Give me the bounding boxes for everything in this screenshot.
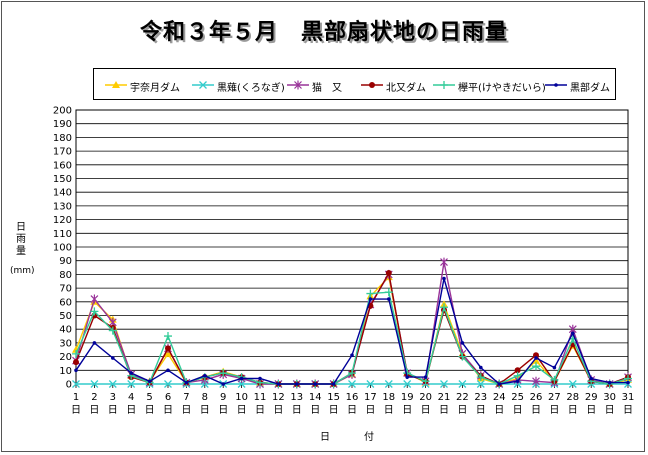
y-axis-label-char: 雨 <box>16 234 26 245</box>
legend-swatch <box>433 81 455 89</box>
legend-label: 黒部ダム <box>570 83 610 94</box>
legend-label: 欅平(けやきだいら) <box>458 83 546 94</box>
chart-title: 令和３年５月 黒部扇状地の日雨量 <box>139 20 508 45</box>
legend-marker <box>440 81 448 89</box>
legend-swatch <box>545 83 567 87</box>
legend-marker <box>369 82 375 88</box>
legend-swatch <box>361 82 383 88</box>
legend-marker <box>554 83 558 87</box>
legend-marker <box>112 81 120 88</box>
legend-marker <box>294 80 302 90</box>
legend-swatch <box>287 80 309 90</box>
y-axis-unit: (mm) <box>10 266 35 276</box>
legend-swatch <box>192 81 214 89</box>
y-axis-label-char: 量 <box>16 246 26 257</box>
legend-label: 黒薙(くろなぎ) <box>217 83 285 94</box>
legend-marker <box>199 81 207 89</box>
x-axis-label: 日 付 <box>320 432 386 443</box>
y-axis-label-char: 日 <box>16 222 26 233</box>
legend-label: 宇奈月ダム <box>130 83 180 94</box>
chart-legend: 宇奈月ダム 黒薙(くろなぎ) 猫 又 北又ダム 欅平(けやきだいら) 黒部ダム <box>93 68 616 100</box>
legend-label: 北又ダム <box>386 83 426 94</box>
legend-swatch <box>105 81 127 88</box>
legend-label: 猫 又 <box>312 83 342 94</box>
y-axis-label: 日雨量 <box>8 222 34 258</box>
